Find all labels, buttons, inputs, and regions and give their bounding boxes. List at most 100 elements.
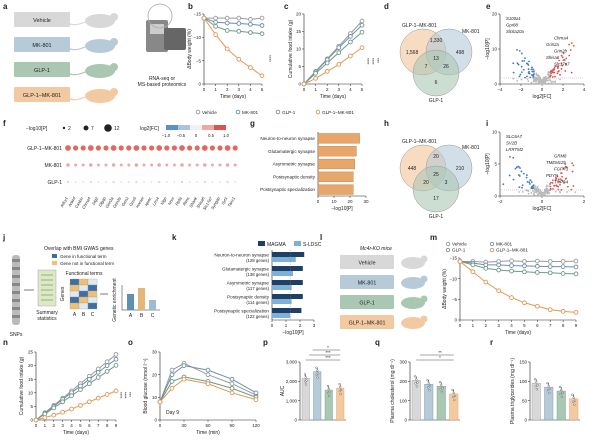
significance-stars: *** bbox=[127, 392, 132, 397]
volcano-point bbox=[534, 185, 537, 188]
size-legend-dot bbox=[83, 125, 89, 131]
volcano-point bbox=[508, 174, 511, 177]
data-point bbox=[69, 406, 74, 412]
data-point bbox=[313, 71, 318, 76]
data-point bbox=[573, 258, 579, 264]
dot-cell bbox=[119, 163, 123, 167]
volcano-point bbox=[529, 179, 532, 182]
bar-sldsc-4 bbox=[272, 313, 291, 318]
dot-col-label: Grm2 bbox=[120, 195, 130, 207]
mouse-icon-l bbox=[401, 317, 425, 329]
dot-col-label: Grin2a bbox=[104, 195, 115, 209]
dot-row-label: MK-801 bbox=[44, 163, 62, 169]
gene-matrix-cell bbox=[78, 278, 89, 286]
panel-letter-i: i bbox=[486, 119, 488, 128]
dot-cell bbox=[211, 181, 214, 183]
data-point bbox=[51, 405, 57, 411]
dot-col-label: Syngap bbox=[210, 195, 222, 210]
bar-1 bbox=[317, 146, 357, 157]
x-tick-label: 0 bbox=[317, 199, 320, 204]
x-tick-label: −2 bbox=[497, 199, 503, 204]
volcano-point bbox=[532, 187, 535, 189]
series-line-Vehicle bbox=[35, 354, 117, 421]
volcano-point bbox=[527, 190, 530, 193]
data-point bbox=[509, 263, 514, 268]
bar-label: Postsynaptic density bbox=[227, 295, 270, 300]
dot-cell bbox=[105, 181, 107, 183]
data-point bbox=[205, 367, 211, 373]
x-tick-label: 3 bbox=[238, 87, 241, 92]
gene-count-label: (114 genes) bbox=[246, 300, 269, 305]
panel-letter-q: q bbox=[375, 338, 380, 347]
legend-marker bbox=[195, 109, 201, 115]
x-tick-label: 4 bbox=[249, 87, 252, 92]
significance-stars: **** bbox=[370, 58, 375, 65]
gene-count-label: (122 genes) bbox=[246, 314, 270, 319]
dot-col-label: Rims bbox=[182, 196, 191, 206]
summary-stats-box bbox=[37, 269, 57, 307]
significance-stars: ** bbox=[438, 350, 442, 355]
volcano-point bbox=[530, 81, 533, 84]
volcano-point bbox=[552, 80, 554, 83]
dot-cell bbox=[134, 163, 139, 167]
volcano-point bbox=[509, 155, 511, 158]
bar-sldsc-2 bbox=[272, 285, 292, 290]
venn-count: 25 bbox=[433, 172, 439, 178]
volcano-point bbox=[520, 52, 523, 55]
x-tick-label: 30 bbox=[181, 423, 187, 428]
data-point bbox=[470, 262, 476, 268]
enrichment-label: Genetic enrichment bbox=[112, 278, 118, 322]
data-point bbox=[457, 259, 463, 264]
bar-p-2 bbox=[324, 389, 333, 421]
mc4r-title: Mc4r-KO mice bbox=[360, 246, 392, 252]
dot-cell bbox=[226, 180, 229, 184]
data-point bbox=[169, 379, 175, 384]
dot-col-label: Dlg2 bbox=[91, 195, 100, 205]
volcano-point bbox=[528, 181, 531, 184]
data-point bbox=[104, 392, 110, 397]
legend-marker bbox=[235, 109, 241, 115]
volcano-point bbox=[512, 178, 515, 181]
gene-matrix-cell bbox=[69, 284, 80, 292]
y-tick-label: −5 bbox=[452, 297, 458, 302]
group-label: GLP-1–MK-801 bbox=[23, 93, 61, 99]
volcano-point bbox=[536, 79, 539, 81]
legend-label: GLP-1–MK-801 bbox=[322, 110, 354, 115]
volcano-point bbox=[532, 190, 534, 193]
bar-magma-4 bbox=[272, 308, 302, 313]
volcano-point bbox=[526, 75, 528, 78]
dot-col-label: Syt1 bbox=[220, 196, 228, 205]
bar-dot bbox=[339, 393, 342, 396]
volcano-point bbox=[532, 192, 535, 195]
x-tick-label: 3 bbox=[497, 323, 500, 328]
data-point bbox=[348, 39, 353, 45]
dot-cell bbox=[96, 163, 100, 167]
x-axis-label: Time (min) bbox=[196, 430, 220, 436]
data-point bbox=[534, 270, 540, 275]
x-tick-label: 0 bbox=[541, 199, 544, 204]
volcano-point bbox=[528, 60, 530, 63]
data-point bbox=[560, 271, 566, 276]
volcano-point bbox=[563, 181, 566, 184]
volcano-point bbox=[535, 74, 538, 77]
data-point bbox=[534, 258, 540, 264]
panel-letter-d: d bbox=[384, 2, 389, 11]
y-tick-label: 20 bbox=[492, 12, 498, 17]
dot-cell bbox=[65, 145, 71, 151]
x-tick-label: 0 bbox=[541, 87, 544, 92]
bar-dot bbox=[573, 399, 577, 402]
dot-cell bbox=[219, 181, 221, 183]
dot-cell bbox=[187, 145, 193, 151]
dot-cell bbox=[156, 145, 163, 151]
dot-cell bbox=[165, 163, 169, 167]
data-point bbox=[236, 28, 242, 34]
colorbar-segment bbox=[178, 125, 190, 130]
data-point bbox=[560, 309, 566, 314]
volcano-point bbox=[528, 72, 531, 75]
volcano-point bbox=[556, 72, 559, 75]
data-point bbox=[113, 352, 119, 357]
data-point bbox=[496, 267, 502, 273]
volcano-point bbox=[561, 56, 564, 59]
volcano-point bbox=[535, 72, 538, 75]
volcano-point bbox=[539, 189, 542, 192]
